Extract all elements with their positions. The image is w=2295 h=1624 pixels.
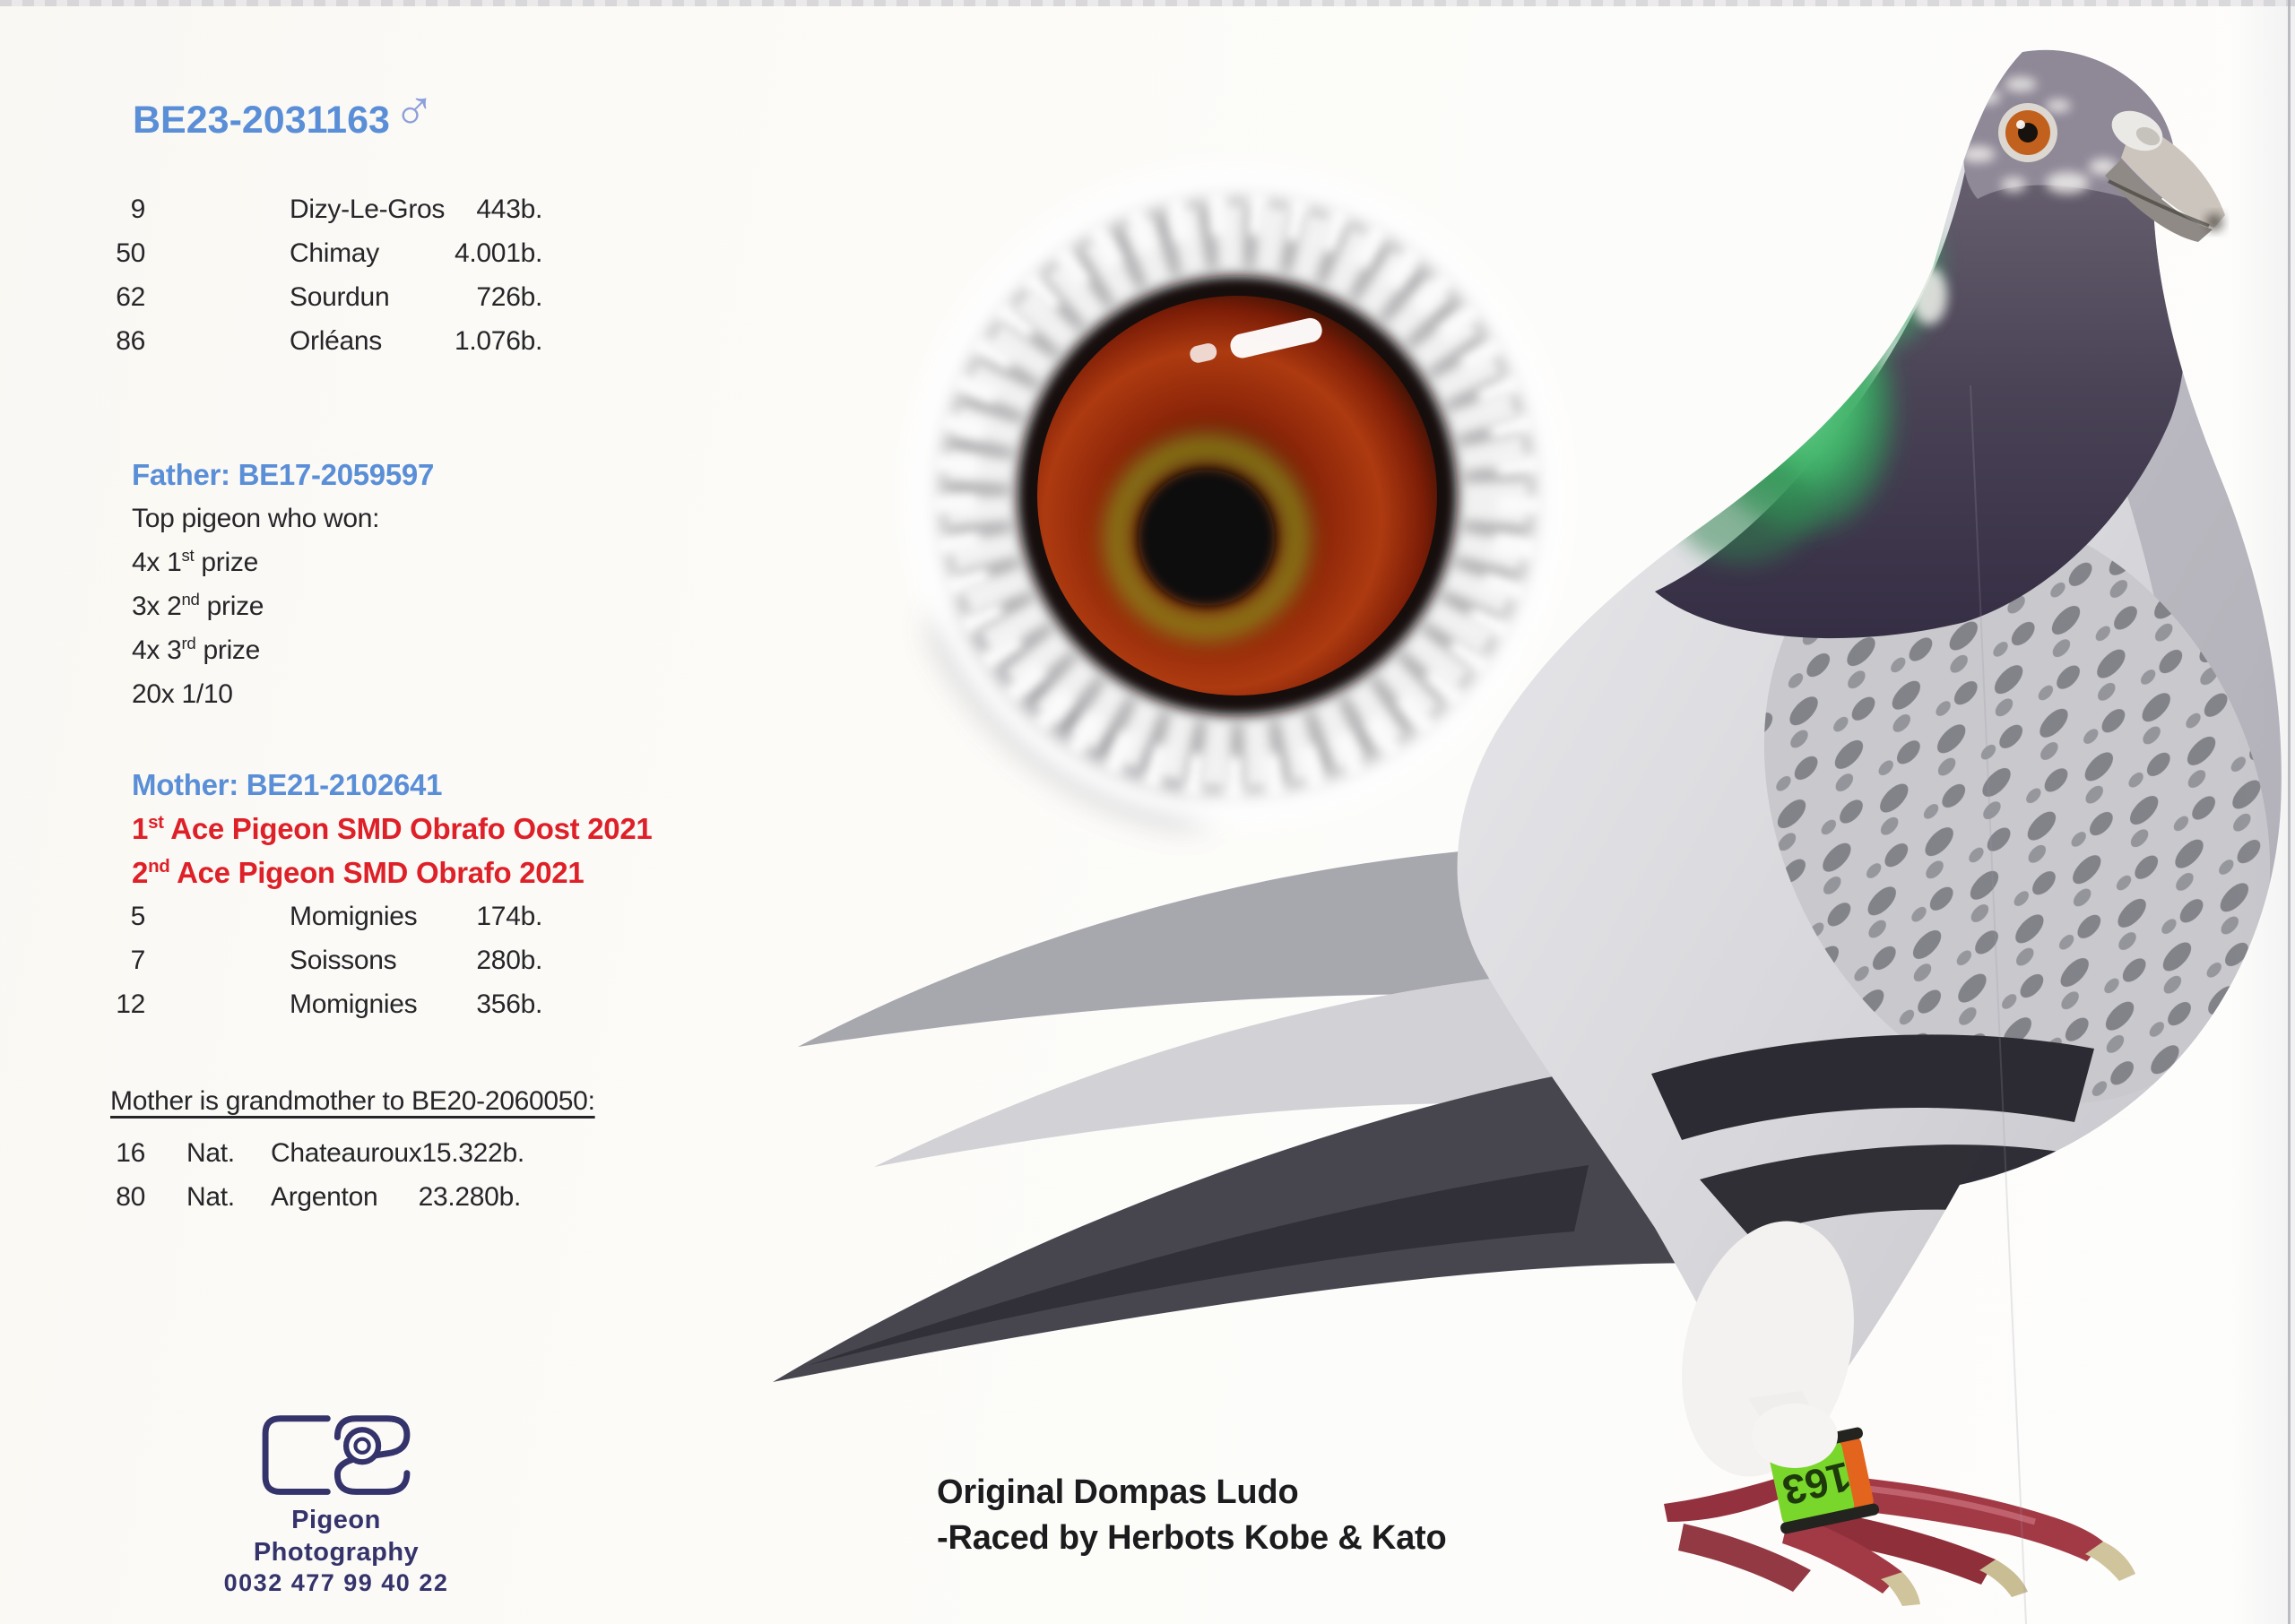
mother-race-results: 5 Momignies 174b. 7 Soissons 280b. 12 Mo… <box>108 894 542 1026</box>
grandmother-heading: Mother is grandmother to BE20-2060050: <box>110 1086 595 1116</box>
race-position: 50 <box>116 238 145 268</box>
race-birds-count: 356b. <box>476 989 542 1019</box>
father-prize-line: 4x 3rd prize <box>132 634 261 665</box>
mother-section: Mother: BE21-2102641 1st Ace Pigeon SMD … <box>132 763 653 894</box>
father-section: Father: BE17-2059597 Top pigeon who won:… <box>132 453 434 716</box>
race-results-top: 9 Dizy-Le-Gros 443b. 50 Chimay 4.001b. 6… <box>108 187 542 363</box>
cs-logo-monogram-icon <box>262 1415 411 1495</box>
pigeon-beak <box>2105 110 2225 242</box>
pigeon-eye <box>1998 103 2057 162</box>
pigeon-feet <box>1664 1473 2135 1606</box>
race-level: Nat. <box>186 1182 235 1212</box>
race-result-row: 80 Nat. Argenton 23.280b. <box>108 1175 521 1219</box>
race-position: 12 <box>116 989 145 1019</box>
grandmother-race-results: 16 Nat. Chateauroux 15.322b. 80 Nat. Arg… <box>108 1131 524 1219</box>
race-name: Chateauroux <box>271 1138 422 1168</box>
race-position: 86 <box>116 326 145 356</box>
page-title-ring-number: BE23-2031163 <box>133 99 390 142</box>
scan-right-edge <box>2288 0 2291 1624</box>
father-intro: Top pigeon who won: <box>132 504 380 533</box>
race-name: Argenton <box>271 1182 378 1212</box>
grandmother-section: Mother is grandmother to BE20-2060050: <box>110 1079 595 1123</box>
race-birds-count: 1.076b. <box>455 326 542 356</box>
eye-closeup-photo <box>906 165 1568 826</box>
race-birds-count: 4.001b. <box>455 238 542 268</box>
race-name: Soissons <box>290 946 397 975</box>
father-prize-line: 20x 1/10 <box>132 679 233 709</box>
race-name: Chimay <box>290 238 379 268</box>
race-position: 16 <box>116 1138 145 1168</box>
race-birds-count: 443b. <box>476 194 542 224</box>
mother-ace-title: 1st Ace Pigeon SMD Obrafo Oost 2021 <box>132 812 653 845</box>
scan-top-edge <box>0 0 2295 6</box>
race-birds-count: 726b. <box>476 282 542 312</box>
mother-heading: Mother: BE21-2102641 <box>132 768 443 801</box>
race-position: 80 <box>116 1182 145 1212</box>
footer-line-origin: Original Dompas Ludo <box>937 1473 1299 1511</box>
mother-ace-title: 2nd Ace Pigeon SMD Obrafo 2021 <box>132 856 585 889</box>
race-position: 9 <box>130 194 146 224</box>
scan-edge-shadow <box>2232 0 2295 1624</box>
footer-line-racedby: -Raced by Herbots Kobe & Kato <box>937 1519 1447 1557</box>
pigeon-wing-shield <box>1763 509 2271 1104</box>
race-name: Sourdun <box>290 282 390 312</box>
footer-note: Original Dompas Ludo -Raced by Herbots K… <box>937 1470 1447 1561</box>
race-result-row: 5 Momignies 174b. <box>108 894 543 938</box>
father-prize-line: 3x 2nd prize <box>132 590 264 621</box>
race-name: Orléans <box>290 326 382 356</box>
father-heading: Father: BE17-2059597 <box>132 458 435 491</box>
father-prize-line: 4x 1st prize <box>132 546 258 577</box>
race-name: Dizy-Le-Gros <box>290 194 446 224</box>
race-result-row: 12 Momignies 356b. <box>108 982 542 1026</box>
photographer-phone: 0032 477 99 40 22 <box>223 1569 449 1596</box>
race-birds-count: 280b. <box>476 946 542 975</box>
race-level: Nat. <box>186 1138 235 1168</box>
race-birds-count: 174b. <box>476 902 542 931</box>
race-result-row: 50 Chimay 4.001b. <box>108 231 542 275</box>
race-result-row: 16 Nat. Chateauroux 15.322b. <box>108 1131 524 1175</box>
race-position: 7 <box>130 946 146 975</box>
eye-pupil <box>1139 470 1275 606</box>
race-position: 5 <box>130 902 146 931</box>
pigeon-photo: 163 <box>773 49 2282 1624</box>
race-result-row: 9 Dizy-Le-Gros 443b. <box>108 187 543 231</box>
photographer-name: Pigeon Photography <box>253 1506 420 1567</box>
race-position: 62 <box>116 282 145 312</box>
race-result-row: 86 Orléans 1.076b. <box>108 319 542 363</box>
photographer-logo: Pigeon Photography 0032 477 99 40 22 <box>213 1409 459 1597</box>
race-name: Momignies <box>290 989 418 1019</box>
race-birds-count: 23.280b. <box>418 1182 522 1212</box>
male-symbol-icon: ♂ <box>393 76 436 141</box>
race-birds-count: 15.322b. <box>421 1138 524 1168</box>
race-name: Momignies <box>290 902 418 931</box>
eye-highlight <box>1230 317 1322 358</box>
race-result-row: 62 Sourdun 726b. <box>108 275 542 319</box>
race-result-row: 7 Soissons 280b. <box>108 938 543 982</box>
